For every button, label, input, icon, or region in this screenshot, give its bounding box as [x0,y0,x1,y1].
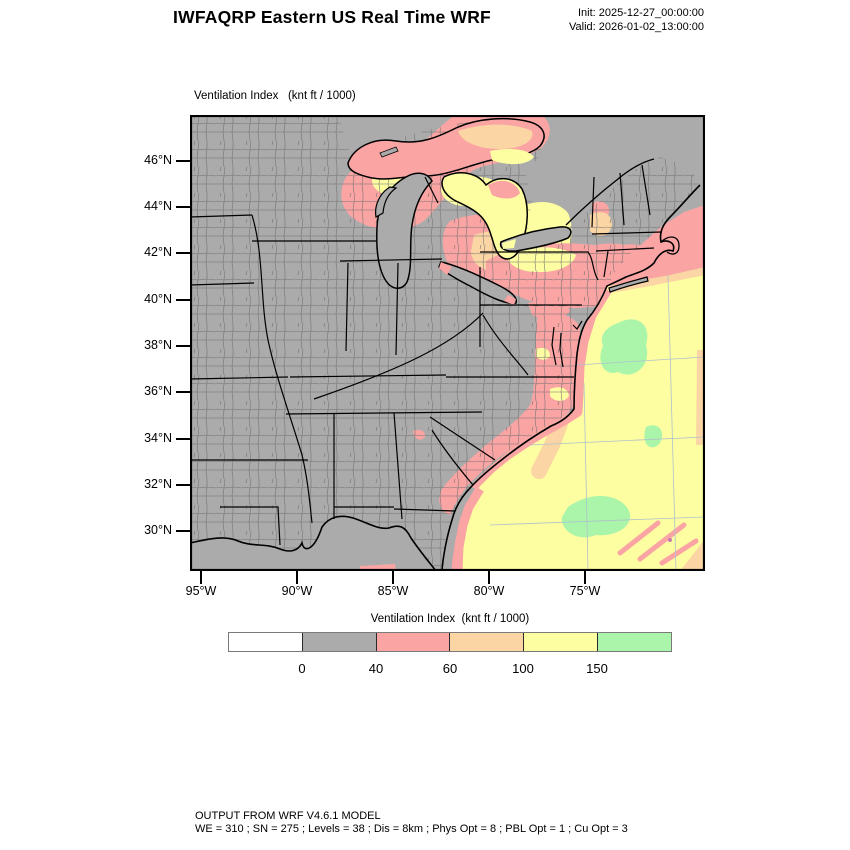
legend-seg-yellow [524,633,599,651]
lat-label: 32°N [144,477,172,491]
gulf-coastline [189,515,437,572]
map-panel [189,114,706,572]
lat-tick [176,345,190,347]
map-variable-label: Ventilation Index (knt ft / 1000) [194,90,356,102]
lon-label: 90°W [281,584,313,598]
lat-tick [176,530,190,532]
lon-tick [296,571,298,584]
lat-tick [176,252,190,254]
legend-seg-green [598,633,671,651]
coastlines [189,158,701,572]
model-info-line1: OUTPUT FROM WRF V4.6.1 MODEL [195,810,381,822]
lon-label: 75°W [569,584,601,598]
lake-ontario [499,226,572,252]
lat-label: 38°N [144,338,172,352]
lake-erie [438,261,518,305]
green-bay [375,186,398,218]
lake-huron-pink-patch [488,180,520,199]
map-frame [189,114,706,572]
lat-tick [176,160,190,162]
lat-label: 46°N [144,153,172,167]
page-title: IWFAQRP Eastern US Real Time WRF [173,7,491,27]
state-borders [189,164,663,546]
lake-erie-pink-east [504,295,516,305]
init-time: Init: 2025-12-27_00:00:00 [578,7,704,19]
ocean-gray-nearshore-south [443,484,476,571]
long-island [608,276,649,293]
lon-tick [200,571,202,584]
lat-label: 42°N [144,245,172,259]
model-times: Init: 2025-12-27_00:00:00 Valid: 2026-01… [569,7,704,34]
legend-seg-tan [450,633,525,651]
ocean-pink-band-south [453,486,484,571]
legend-seg-white [229,633,303,651]
cape-cod [660,236,680,255]
lat-tick [176,206,190,208]
lon-label: 95°W [185,584,217,598]
lon-tick [584,571,586,584]
ocean-green-blob-3 [644,425,663,448]
lat-label: 44°N [144,199,172,213]
legend-tick: 60 [442,661,458,676]
atlantic-coastline [441,184,701,572]
lat-label: 34°N [144,431,172,445]
ocean-purple-speck [668,538,672,542]
lon-tick [392,571,394,584]
st-lawrence-border [565,158,655,226]
lat-tick [176,484,190,486]
graticule [489,274,705,571]
lake-ontario-yellow-corner [502,239,516,249]
gulf-of-mexico [190,516,436,571]
lat-tick [176,391,190,393]
lat-label: 30°N [144,523,172,537]
valid-time: Valid: 2026-01-02_13:00:00 [569,20,704,33]
lat-tick [176,438,190,440]
great-lakes [347,117,572,305]
legend-tick: 0 [298,661,306,676]
ocean-tan-corner [680,539,705,571]
model-info-line2: WE = 310 ; SN = 275 ; Levels = 38 ; Dis … [195,823,628,835]
lat-label: 36°N [144,384,172,398]
legend-seg-gray [302,633,377,651]
legend-colorbar [228,632,672,652]
model-info: OUTPUT FROM WRF V4.6.1 MODEL WE = 310 ; … [195,810,628,836]
gulf-of-maine-pink [608,205,705,286]
lat-label: 40°N [144,292,172,306]
chesapeake-bay [551,326,564,368]
lon-label: 85°W [377,584,409,598]
lake-superior-tan-patch [458,124,533,149]
delaware-bay [572,320,583,330]
isle-royale [379,146,399,158]
legend-seg-pink [376,633,451,651]
lake-superior-yellow-patch [490,149,534,165]
lon-tick [488,571,490,584]
lon-label: 80°W [473,584,505,598]
legend-tick: 40 [368,661,384,676]
legend-tick: 150 [586,661,608,676]
map-svg [189,114,706,572]
lake-erie-pink-west [439,262,452,275]
legend-title: Ventilation Index (knt ft / 1000) [370,613,530,625]
ocean-pink-streaks [617,520,699,566]
ocean-green-blob-1 [600,319,648,375]
legend-tick: 100 [512,661,534,676]
lat-tick [176,299,190,301]
ocean-green-blob-2 [561,495,631,538]
